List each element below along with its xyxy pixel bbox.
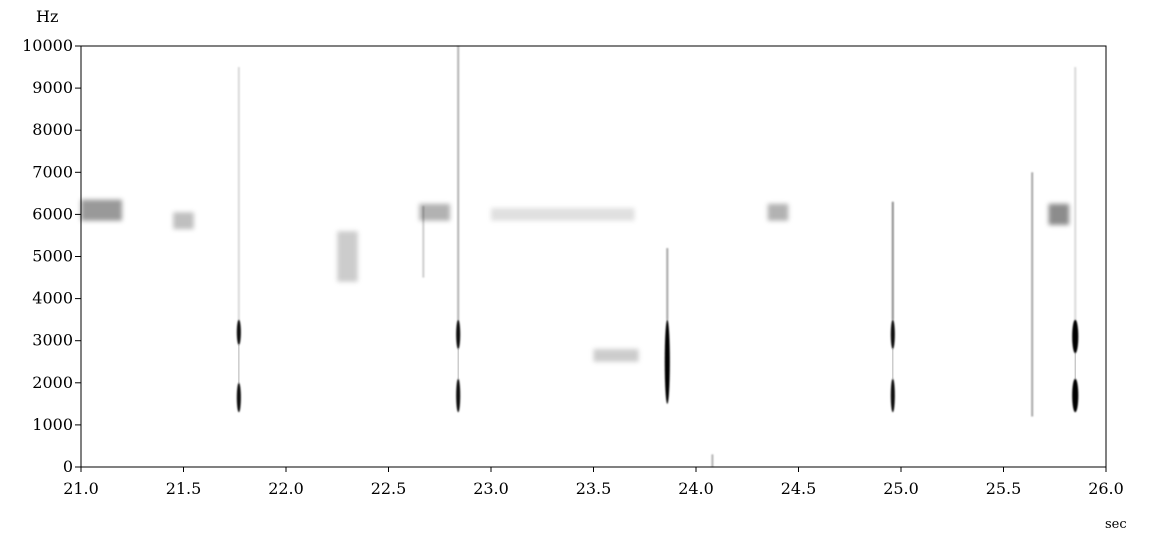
noise-blob (593, 349, 639, 362)
click-event-mark (456, 378, 461, 413)
x-tick-label: 21.0 (63, 479, 99, 498)
y-tick-label: 4000 (32, 289, 73, 308)
noise-blob (419, 203, 450, 221)
plot-area-frame (80, 45, 1107, 468)
click-event-bridge (892, 349, 894, 379)
noise-blob (173, 212, 194, 230)
click-event-mark (664, 319, 670, 404)
x-tick-label: 25.5 (986, 479, 1022, 498)
spectrogram-marks (81, 46, 1079, 467)
click-event-mark (456, 319, 461, 350)
y-tick-label: 7000 (32, 162, 73, 181)
y-axis: 0 1000 2000 3000 4000 5000 6000 7000 8000 9000 100… (22, 36, 81, 476)
click-event-bridge (238, 344, 240, 383)
faint-streak (237, 67, 240, 320)
x-tick-label: 23.5 (576, 479, 612, 498)
faint-streak (457, 46, 460, 320)
click-event-mark (236, 319, 241, 345)
noise-blob (81, 199, 122, 221)
x-tick-label: 25.0 (883, 479, 919, 498)
faint-streak (666, 248, 669, 320)
noise-blob (491, 208, 635, 221)
y-tick-label: 0 (63, 457, 73, 476)
y-tick-label: 2000 (32, 373, 73, 392)
x-axis: 21.0 21.5 22.0 22.5 23.0 23.5 24.0 24.5 25.0 25.5… (63, 467, 1124, 498)
click-event-mark (1072, 319, 1079, 354)
click-event-bridge (1074, 353, 1076, 379)
y-tick-label: 3000 (32, 331, 73, 350)
y-tick-label: 9000 (32, 78, 73, 97)
noise-blob (1048, 203, 1070, 225)
noise-blob (767, 203, 789, 221)
y-tick-label: 10000 (22, 36, 73, 55)
x-tick-label: 21.5 (166, 479, 202, 498)
x-tick-label: 22.5 (371, 479, 407, 498)
y-tick-label: 6000 (32, 204, 73, 223)
x-tick-label: 23.0 (473, 479, 509, 498)
x-axis-unit-label: sec (1105, 517, 1127, 532)
y-tick-label: 1000 (32, 415, 73, 434)
click-event-mark (890, 378, 895, 413)
x-tick-label: 24.0 (678, 479, 714, 498)
click-event-mark (236, 382, 241, 413)
click-event-mark (1072, 378, 1079, 413)
faint-streak (1031, 172, 1034, 417)
y-tick-label: 8000 (32, 120, 73, 139)
faint-streak (1074, 67, 1077, 320)
click-event-mark (890, 319, 895, 350)
faint-streak (711, 454, 714, 467)
y-axis-unit-label: Hz (36, 7, 58, 26)
faint-streak (891, 201, 894, 320)
click-event-bridge (457, 349, 459, 379)
noise-blob (337, 231, 358, 282)
x-tick-label: 22.0 (268, 479, 304, 498)
faint-streak (422, 205, 425, 278)
y-tick-label: 5000 (32, 247, 73, 266)
x-tick-label: 24.5 (781, 479, 817, 498)
x-tick-label: 26.0 (1088, 479, 1124, 498)
